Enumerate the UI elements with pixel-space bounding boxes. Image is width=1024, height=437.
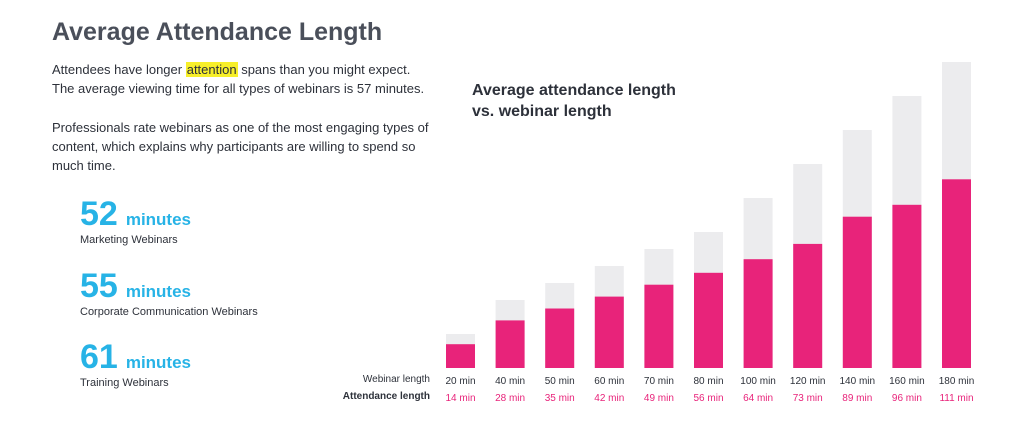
stat-value: 61 <box>80 338 118 376</box>
stat-value: 55 <box>80 267 118 305</box>
data-label-attendance-length: 56 min <box>693 393 723 404</box>
data-label-attendance-length: 64 min <box>743 393 773 404</box>
data-label-attendance-length: 35 min <box>545 393 575 404</box>
stat-label: Corporate Communication Webinars <box>80 306 258 318</box>
stat-label: Training Webinars <box>80 377 169 389</box>
bar-attendance-length <box>644 284 674 368</box>
tick-label-webinar-length: 100 min <box>740 376 776 387</box>
tick-label-webinar-length: 50 min <box>545 376 575 387</box>
tick-label-webinar-length: 70 min <box>644 376 674 387</box>
stat-value: 52 <box>80 195 118 233</box>
bar-attendance-length <box>495 320 525 368</box>
data-label-attendance-length: 73 min <box>793 393 823 404</box>
intro-paragraph-2: Professionals rate webinars as one of th… <box>52 120 429 173</box>
row-label-attendance-length: Attendance length <box>342 391 430 402</box>
data-label-attendance-length: 14 min <box>445 393 475 404</box>
tick-label-webinar-length: 40 min <box>495 376 525 387</box>
stat-corporate: 55 minutes Corporate Communication Webina… <box>80 268 258 318</box>
stat-unit: minutes <box>125 210 192 229</box>
data-label-attendance-length: 49 min <box>644 393 674 404</box>
row-label-webinar-length: Webinar length <box>362 374 430 385</box>
bar-attendance-length <box>694 272 723 368</box>
data-label-attendance-length: 89 min <box>842 393 872 404</box>
chart-title: Average attendance length vs. webinar le… <box>472 82 676 120</box>
bar-attendance-length <box>594 296 624 368</box>
tick-label-webinar-length: 140 min <box>840 376 876 387</box>
bar-attendance-length <box>743 259 773 368</box>
intro-paragraph-1: Attendees have longer attention spans th… <box>52 62 425 96</box>
data-label-attendance-length: 28 min <box>495 393 525 404</box>
highlighted-word: attention <box>185 62 238 77</box>
tick-label-webinar-length: 160 min <box>889 376 925 387</box>
bar-attendance-length <box>545 308 575 368</box>
bar-attendance-length <box>842 216 872 368</box>
stat-training: 61 minutes Training Webinars <box>80 339 191 389</box>
bar-attendance-length <box>942 179 971 368</box>
stat-unit: minutes <box>125 353 192 372</box>
tick-label-webinar-length: 60 min <box>594 376 624 387</box>
bar-attendance-length <box>793 243 823 368</box>
stat-unit: minutes <box>125 282 192 301</box>
data-label-attendance-length: 42 min <box>594 393 624 404</box>
tick-label-webinar-length: 120 min <box>790 376 826 387</box>
tick-label-webinar-length: 20 min <box>445 376 475 387</box>
page-title: Average Attendance Length <box>52 18 383 46</box>
bar-attendance-length <box>892 204 922 368</box>
stat-marketing: 52 minutes Marketing Webinars <box>80 196 191 246</box>
tick-label-webinar-length: 180 min <box>939 376 975 387</box>
bar-attendance-length <box>446 344 475 368</box>
data-label-attendance-length: 96 min <box>892 393 922 404</box>
stat-label: Marketing Webinars <box>80 234 178 246</box>
tick-label-webinar-length: 80 min <box>693 376 723 387</box>
data-label-attendance-length: 111 min <box>939 393 973 404</box>
